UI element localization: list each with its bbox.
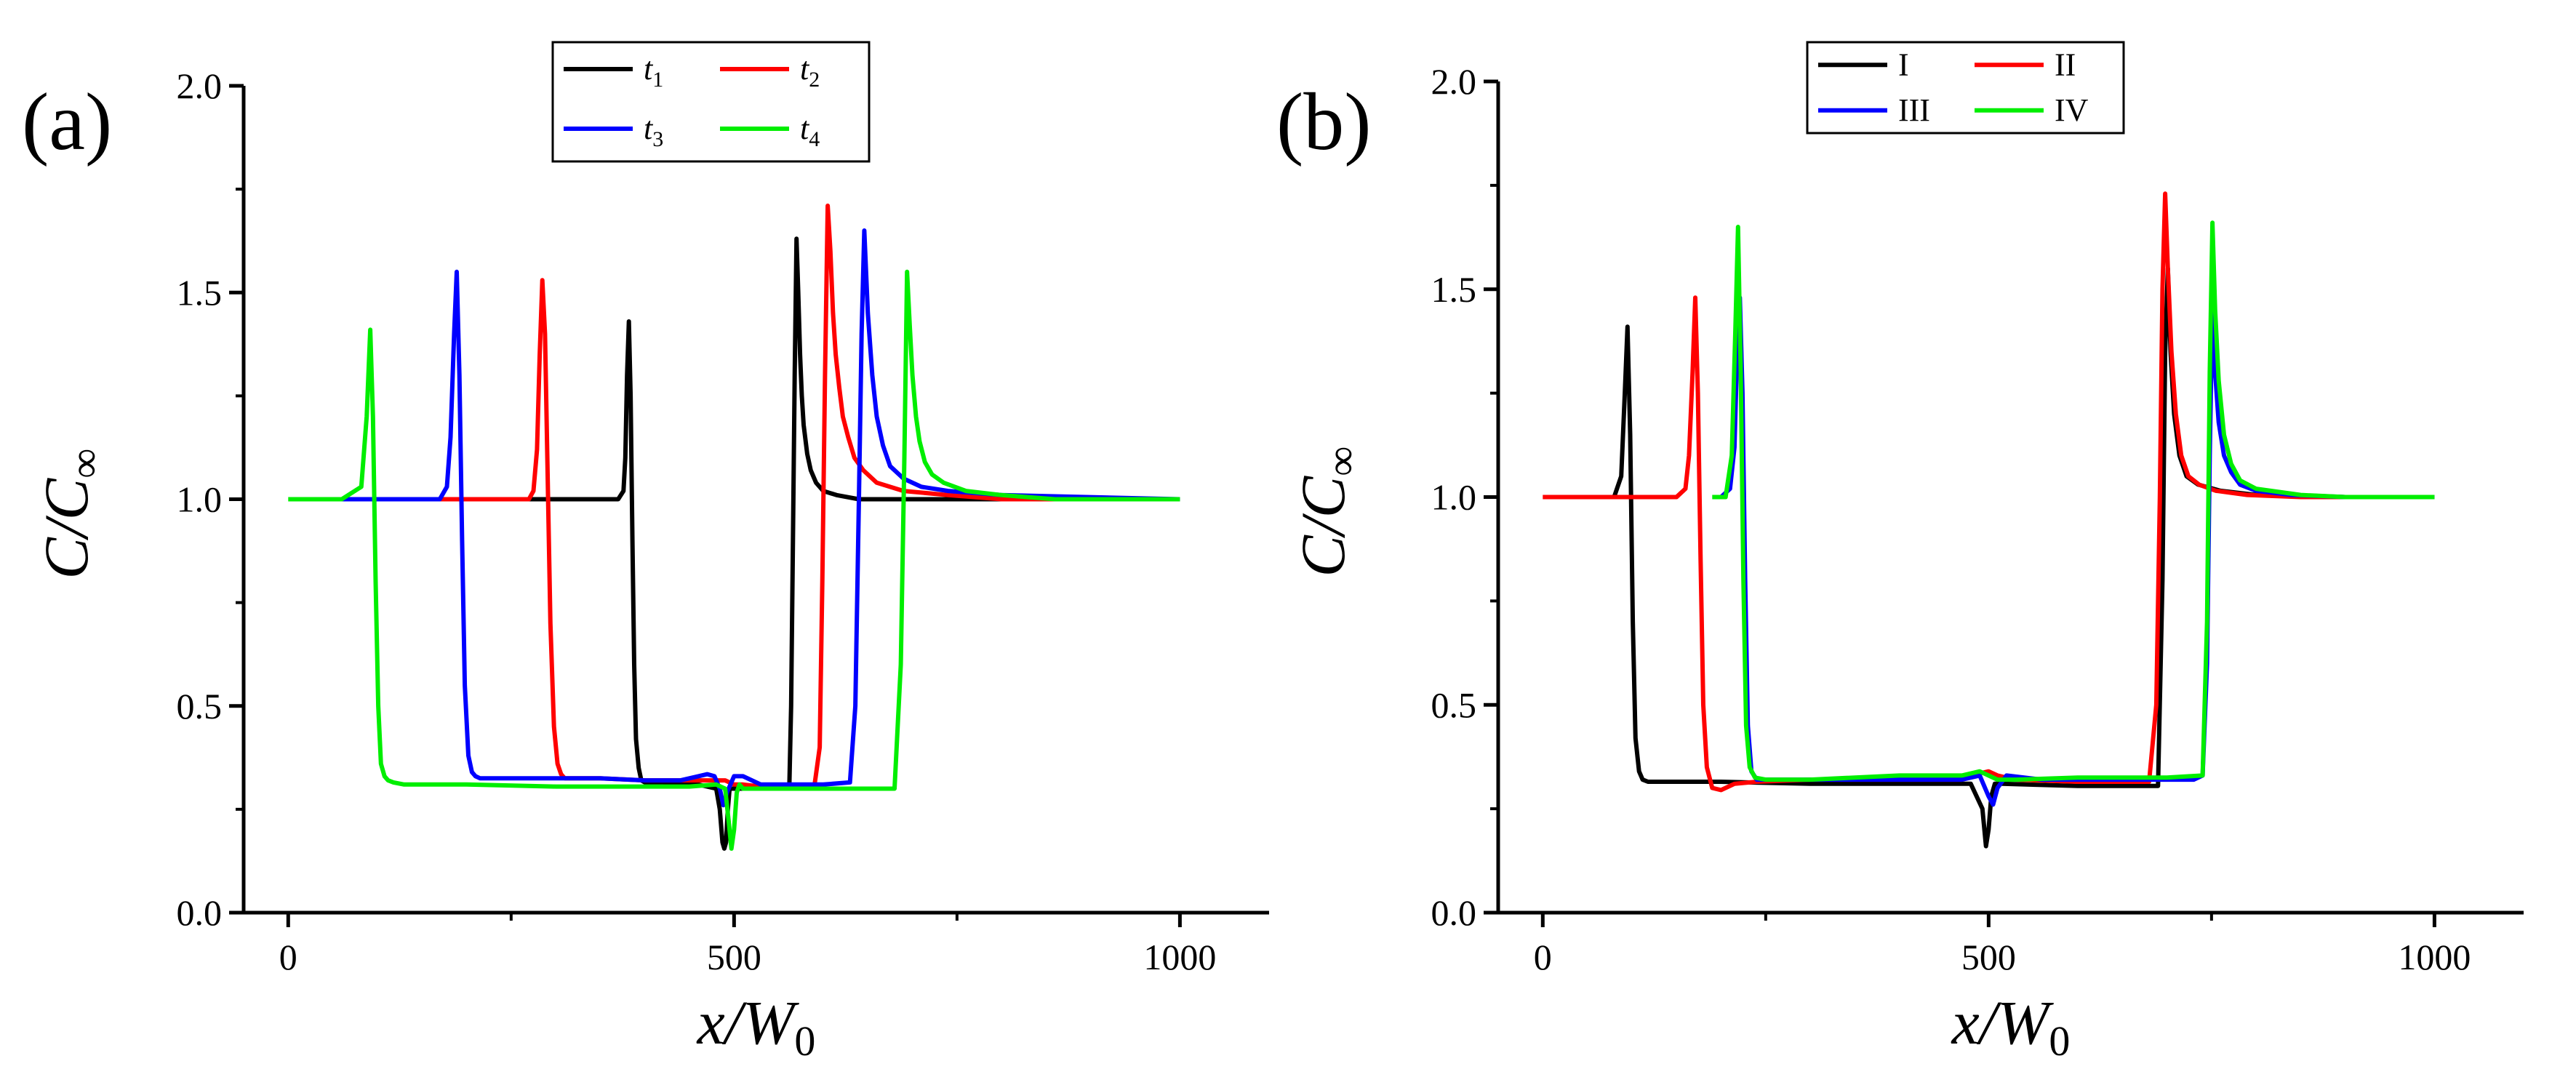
y-tick-label: 1.0 [177, 479, 223, 520]
y-axis-label-sub: ∞ [61, 449, 108, 479]
x-axis-label-sub: 0 [2049, 1017, 2070, 1065]
x-tick-label: 1000 [2398, 937, 2471, 977]
series-line-II [1543, 191, 2435, 793]
legend-label-sub: 4 [809, 127, 820, 151]
y-tick-label: 0.0 [1431, 892, 1477, 933]
series-line-t4 [288, 269, 1180, 851]
legend-item-I: I [1818, 47, 1909, 82]
y-tick-label: 0.5 [1431, 684, 1477, 725]
legend-label: I [1898, 47, 1909, 82]
x-tick-label: 1000 [1143, 937, 1216, 977]
legend-label: III [1898, 92, 1930, 128]
y-tick-label: 2.0 [177, 65, 223, 106]
x-tick-label: 500 [707, 937, 761, 977]
panel-label: (a) [22, 77, 112, 167]
legend-label: IV [2055, 92, 2089, 128]
legend-label-sub: 2 [809, 68, 820, 92]
panel-label: (b) [1276, 77, 1372, 167]
y-tick-label: 1.5 [177, 272, 223, 313]
panel-a: 0.0 0.5 1.0 1.5 2.0 0 500 1000 (a) x/W0 C/C∞ t1 t2t3… [22, 41, 1269, 1065]
series-line-t1 [422, 236, 1180, 851]
series-line-IV [1712, 220, 2435, 782]
y-tick-label: 0.0 [177, 892, 223, 933]
x-axis-label-sub: 0 [794, 1017, 815, 1065]
x-axis-label: x/W0 [696, 988, 816, 1065]
y-axis-label-sub: ∞ [1318, 447, 1365, 476]
legend-item-II: II [1975, 47, 2076, 82]
legend-item-III: III [1818, 92, 1930, 128]
legend-box [1806, 41, 2125, 135]
legend-label-sub: 1 [652, 68, 663, 92]
legend-label-sub: 3 [652, 127, 663, 151]
x-axis-label: x/W0 [1951, 988, 2071, 1065]
y-axis-label: C/C∞ [31, 449, 108, 580]
y-tick-label: 1.5 [1431, 269, 1477, 310]
panel-b: 0.00.51.01.52.00 500 1000(b)x/W0C/C∞I IIIII… [1276, 41, 2524, 1065]
series-line-I [1596, 266, 2435, 849]
series-line-III [1719, 295, 2435, 807]
x-tick-label: 0 [279, 937, 297, 977]
y-tick-label: 1.0 [1431, 477, 1477, 518]
y-tick-label: 2.0 [1431, 61, 1477, 102]
y-axis-label: C/C∞ [1288, 447, 1365, 577]
y-tick-label: 0.5 [177, 686, 223, 726]
x-tick-label: 500 [1961, 937, 2016, 977]
legend-label: II [2055, 47, 2076, 82]
x-tick-label: 0 [1534, 937, 1552, 977]
legend-item-IV: IV [1975, 92, 2089, 128]
legend-box [551, 41, 871, 163]
series-line-t3 [341, 228, 1180, 808]
series-line-t2 [395, 203, 1180, 789]
